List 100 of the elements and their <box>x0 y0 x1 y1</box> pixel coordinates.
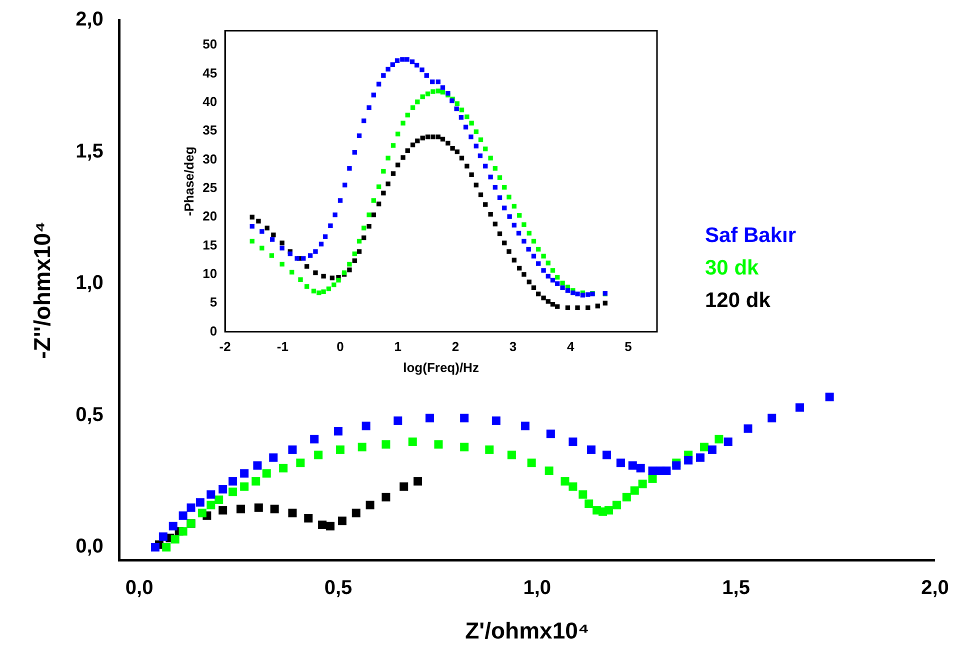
point <box>253 461 262 470</box>
point <box>178 511 188 520</box>
x-tick-label: 0,5 <box>324 576 352 599</box>
x-tick-label: 5 <box>624 339 632 354</box>
y-tick-label: 10 <box>202 266 218 282</box>
point <box>196 498 204 507</box>
point <box>744 424 752 433</box>
x-tick-label: 3 <box>509 339 517 354</box>
point <box>254 503 263 512</box>
point <box>628 461 637 470</box>
point <box>434 440 443 449</box>
point <box>714 434 724 444</box>
point <box>622 492 631 502</box>
x-tick-label: 4 <box>566 339 575 354</box>
point <box>240 469 249 478</box>
point <box>578 490 588 499</box>
point <box>218 484 228 494</box>
point <box>158 532 168 541</box>
point <box>358 442 366 452</box>
text: Saf Bakır <box>705 224 796 247</box>
point <box>507 450 516 460</box>
point <box>336 445 344 454</box>
point <box>425 414 434 422</box>
point <box>269 453 278 462</box>
point <box>616 458 625 468</box>
y-tick-label: 20 <box>202 208 218 224</box>
point <box>262 469 271 478</box>
point <box>648 474 657 483</box>
point <box>544 466 554 476</box>
point <box>568 482 578 491</box>
y-axis-title: -Z''/ohmx10⁴ <box>29 222 56 359</box>
point <box>638 480 647 488</box>
point <box>460 414 469 422</box>
y-tick-label: 50 <box>202 36 218 52</box>
point <box>352 508 360 518</box>
y-tick-label: 15 <box>202 237 218 252</box>
point <box>288 445 297 454</box>
point <box>636 464 645 472</box>
point <box>150 542 160 552</box>
point <box>366 500 374 510</box>
point <box>252 477 260 486</box>
y-tick-label: 45 <box>202 65 218 80</box>
point <box>568 438 578 446</box>
point <box>708 445 716 454</box>
point <box>724 438 732 446</box>
point <box>414 477 422 486</box>
point <box>304 514 313 522</box>
x-axis-title: log(Freq)/Hz <box>403 360 480 375</box>
point <box>362 422 370 430</box>
point <box>382 492 390 502</box>
text: 30 dk <box>705 256 760 280</box>
point <box>662 466 671 476</box>
x-tick-label: 2 <box>452 339 460 354</box>
point <box>696 453 705 462</box>
y-tick-label: 0 <box>210 323 218 338</box>
point <box>584 499 594 508</box>
point <box>394 416 402 425</box>
x-tick-label: 1 <box>394 339 402 354</box>
point <box>560 477 570 486</box>
point <box>520 422 530 430</box>
point <box>460 442 469 452</box>
y-tick-label: 30 <box>202 151 218 166</box>
text: 120 dk <box>705 289 771 312</box>
x-tick-label: 1,0 <box>523 576 552 599</box>
point <box>408 438 417 446</box>
y-axis-title: -Phase/deg <box>181 146 196 216</box>
point <box>795 403 804 412</box>
point <box>485 445 494 454</box>
point <box>602 450 612 460</box>
y-tick-label: 0,5 <box>76 404 104 426</box>
point <box>240 482 249 491</box>
point <box>178 527 188 536</box>
point <box>382 440 390 449</box>
x-tick-label: 1,5 <box>722 576 750 599</box>
point <box>168 522 178 530</box>
x-tick-label: 0,0 <box>125 576 154 599</box>
point <box>288 508 297 518</box>
point <box>214 496 224 504</box>
y-tick-label: 2,0 <box>76 8 104 31</box>
point <box>198 508 206 518</box>
point <box>700 442 708 452</box>
point <box>527 458 536 468</box>
y-tick-label: 1,5 <box>76 140 104 162</box>
x-tick-label: -1 <box>276 339 288 354</box>
point <box>310 434 319 444</box>
point <box>604 506 614 515</box>
y-tick-label: 25 <box>202 180 218 196</box>
point <box>279 464 288 472</box>
point <box>270 504 279 514</box>
point <box>630 486 639 495</box>
point <box>684 456 693 464</box>
point <box>546 430 555 438</box>
point <box>334 426 342 436</box>
point <box>672 461 681 470</box>
point <box>326 522 335 530</box>
y-tick-label: 40 <box>202 94 218 110</box>
point <box>228 477 238 486</box>
y-tick-label: 1,0 <box>76 272 104 294</box>
point <box>206 490 216 499</box>
point <box>228 488 238 496</box>
